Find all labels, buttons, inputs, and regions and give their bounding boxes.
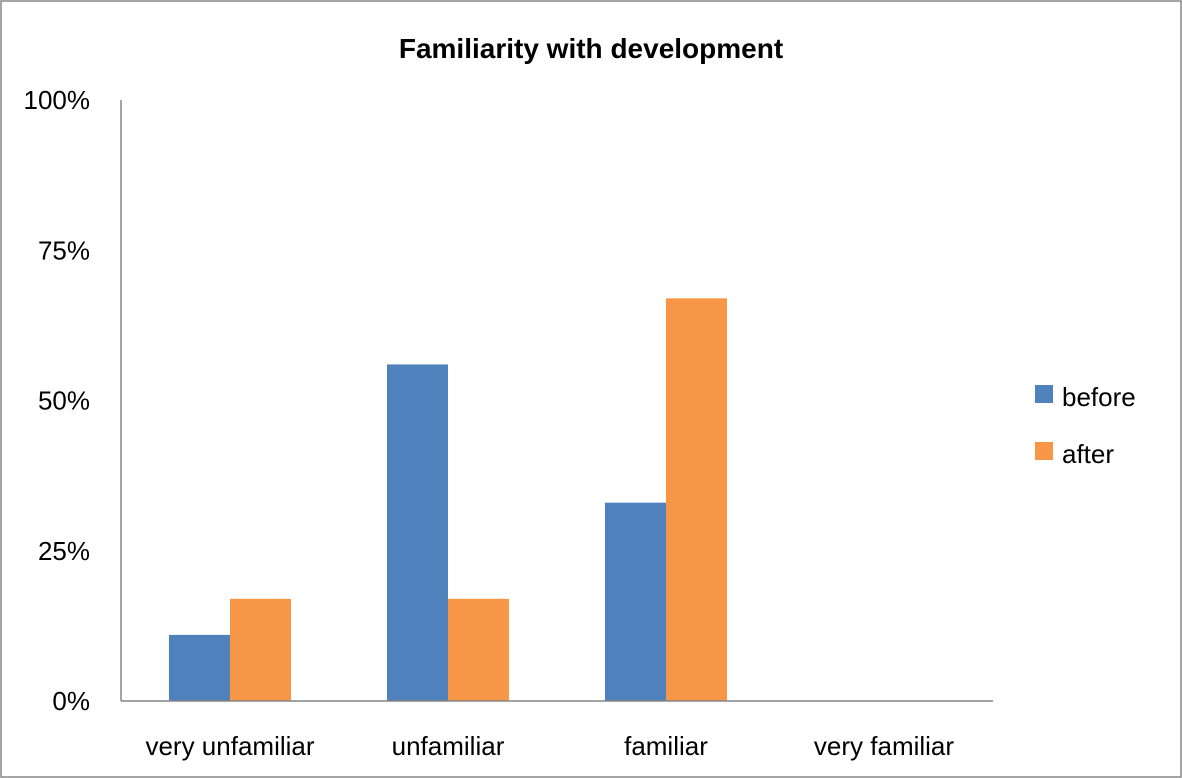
y-tick-label: 100% xyxy=(24,85,91,115)
x-category-label: very familiar xyxy=(814,731,954,761)
bar-after-2 xyxy=(666,298,727,701)
y-tick-label: 25% xyxy=(38,536,90,566)
x-category-label: very unfamiliar xyxy=(145,731,314,761)
x-category-label: unfamiliar xyxy=(392,731,505,761)
x-axis-labels: very unfamiliar unfamiliar familiar very fa… xyxy=(145,731,954,761)
legend-swatch-after xyxy=(1035,442,1053,460)
bars xyxy=(169,298,727,701)
bar-after-0 xyxy=(230,598,291,701)
x-category-label: familiar xyxy=(624,731,708,761)
legend: before after xyxy=(1035,382,1136,469)
y-axis-ticks: 0% 25% 50% 75% 100% xyxy=(24,85,91,716)
bar-after-1 xyxy=(448,598,509,701)
bar-before-2 xyxy=(605,502,666,701)
chart-title: Familiarity with development xyxy=(399,33,783,64)
y-tick-label: 50% xyxy=(38,386,90,416)
y-tick-label: 0% xyxy=(52,686,90,716)
bar-before-0 xyxy=(169,634,230,701)
legend-label-before: before xyxy=(1062,382,1136,412)
legend-label-after: after xyxy=(1062,439,1114,469)
y-tick-label: 75% xyxy=(38,235,90,265)
bar-before-1 xyxy=(387,364,448,701)
legend-swatch-before xyxy=(1035,385,1053,403)
